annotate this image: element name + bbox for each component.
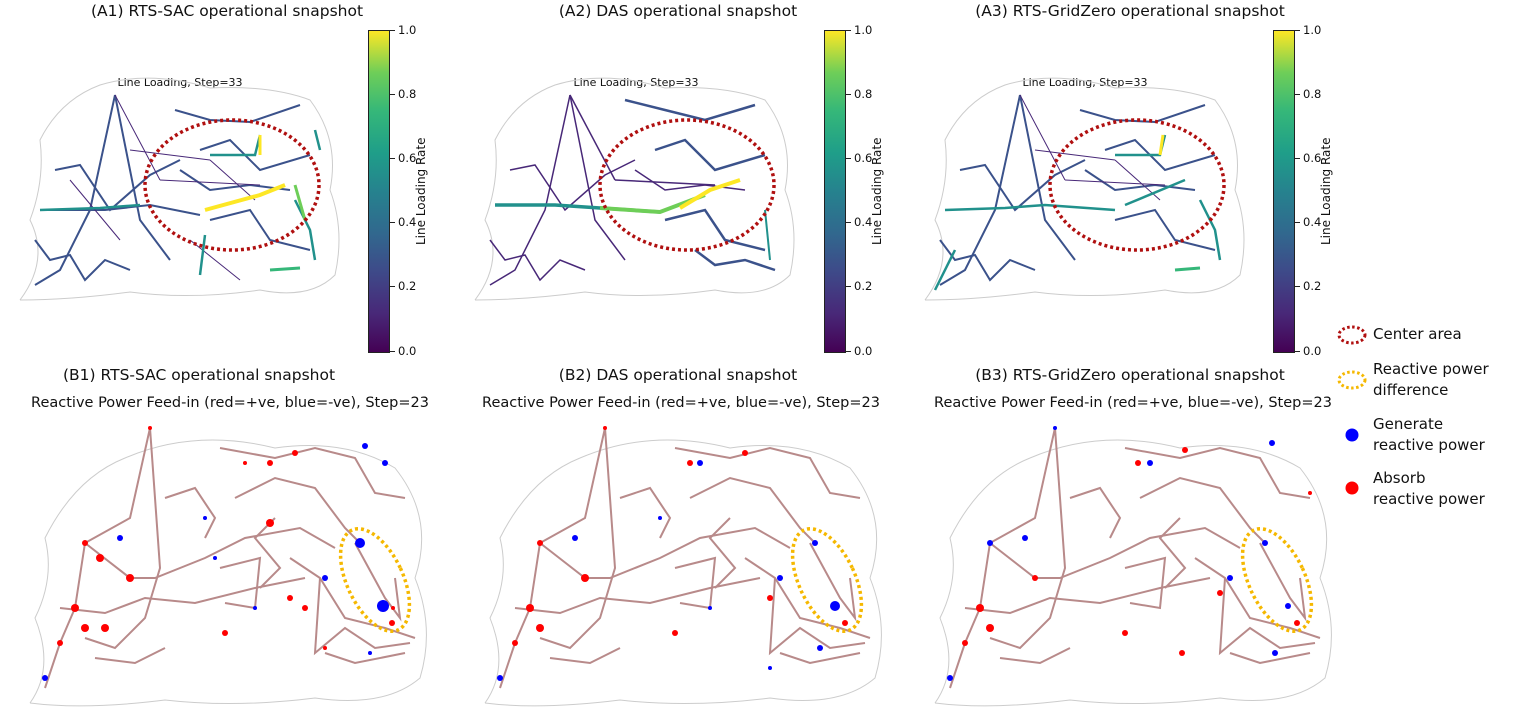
legend-absorb-label: Absorb reactive power — [1373, 469, 1485, 508]
colorbar-a1-label: Line Loading Rate — [414, 137, 428, 246]
legend-reactive-diff-icon — [1337, 370, 1367, 390]
colorbar-a3-label: Line Loading Rate — [1319, 137, 1333, 246]
colorbar-a3-tick-10: 1.0 — [1303, 23, 1322, 37]
colorbar-a1-tick-10: 1.0 — [398, 23, 417, 37]
colorbar-a3-tick-06: 0.6 — [1303, 151, 1322, 165]
panel-a3-title: (A3) RTS-GridZero operational snapshot — [975, 2, 1285, 20]
colorbar-a2-tick-10: 1.0 — [854, 23, 873, 37]
panel-b2-subtitle: Reactive Power Feed-in (red=+ve, blue=-v… — [482, 395, 880, 411]
colorbar-a2-gradient — [824, 30, 846, 353]
panel-a1-inner-title: Line Loading, Step=33 — [117, 76, 243, 89]
colorbar-a3-gradient — [1273, 30, 1295, 353]
panel-a3-network — [924, 77, 1245, 301]
b2-nodes — [497, 426, 848, 681]
legend-reactive-diff-label: Reactive power difference — [1373, 360, 1489, 399]
colorbar-a3-tick-04: 0.4 — [1303, 215, 1322, 229]
b3-nodes — [947, 426, 1312, 681]
panel-b2-title: (B2) DAS operational snapshot — [558, 366, 798, 384]
colorbar-a1-tick-06: 0.6 — [398, 151, 417, 165]
legend-generate-label: Generate reactive power — [1373, 415, 1485, 454]
colorbar-a2-tick-06: 0.6 — [854, 151, 873, 165]
panel-b1-network — [29, 426, 427, 707]
colorbar-a1-tick-04: 0.4 — [398, 215, 417, 229]
colorbar-a2-tick-08: 0.8 — [854, 87, 873, 101]
colorbar-a3-tick-00: 0.0 — [1303, 344, 1322, 358]
colorbar-a2-tick-00: 0.0 — [854, 344, 873, 358]
colorbar-a1-gradient — [368, 30, 390, 353]
panel-a1-network — [19, 77, 340, 301]
panel-b3-subtitle: Reactive Power Feed-in (red=+ve, blue=-v… — [934, 395, 1332, 411]
panel-b2-network — [484, 426, 882, 707]
colorbar-a1-tick-08: 0.8 — [398, 87, 417, 101]
legend-center-area-icon — [1337, 325, 1367, 345]
colorbar-a2-label: Line Loading Rate — [870, 137, 884, 246]
panel-b1-subtitle: Reactive Power Feed-in (red=+ve, blue=-v… — [31, 395, 429, 411]
panel-a3-inner-title: Line Loading, Step=33 — [1022, 76, 1148, 89]
legend-center-area-label: Center area — [1373, 325, 1462, 343]
colorbar-a1-tick-02: 0.2 — [398, 279, 417, 293]
colorbar-a1-tick-00: 0.0 — [398, 344, 417, 358]
legend-generate-dot-icon — [1345, 428, 1359, 442]
panel-b1-title: (B1) RTS-SAC operational snapshot — [62, 366, 336, 384]
panel-a2-network — [474, 77, 795, 301]
panel-a1-title: (A1) RTS-SAC operational snapshot — [90, 2, 364, 20]
panel-b3-title: (B3) RTS-GridZero operational snapshot — [975, 366, 1285, 384]
colorbar-a2-tick-02: 0.2 — [854, 279, 873, 293]
panel-a2-inner-title: Line Loading, Step=33 — [573, 76, 699, 89]
b1-nodes — [42, 426, 395, 681]
colorbar-a2-tick-04: 0.4 — [854, 215, 873, 229]
panel-b3-network — [934, 426, 1332, 707]
legend-absorb-dot-icon — [1345, 481, 1359, 495]
panel-a2-title: (A2) DAS operational snapshot — [558, 2, 798, 20]
colorbar-a3-tick-08: 0.8 — [1303, 87, 1322, 101]
colorbar-a3-tick-02: 0.2 — [1303, 279, 1322, 293]
